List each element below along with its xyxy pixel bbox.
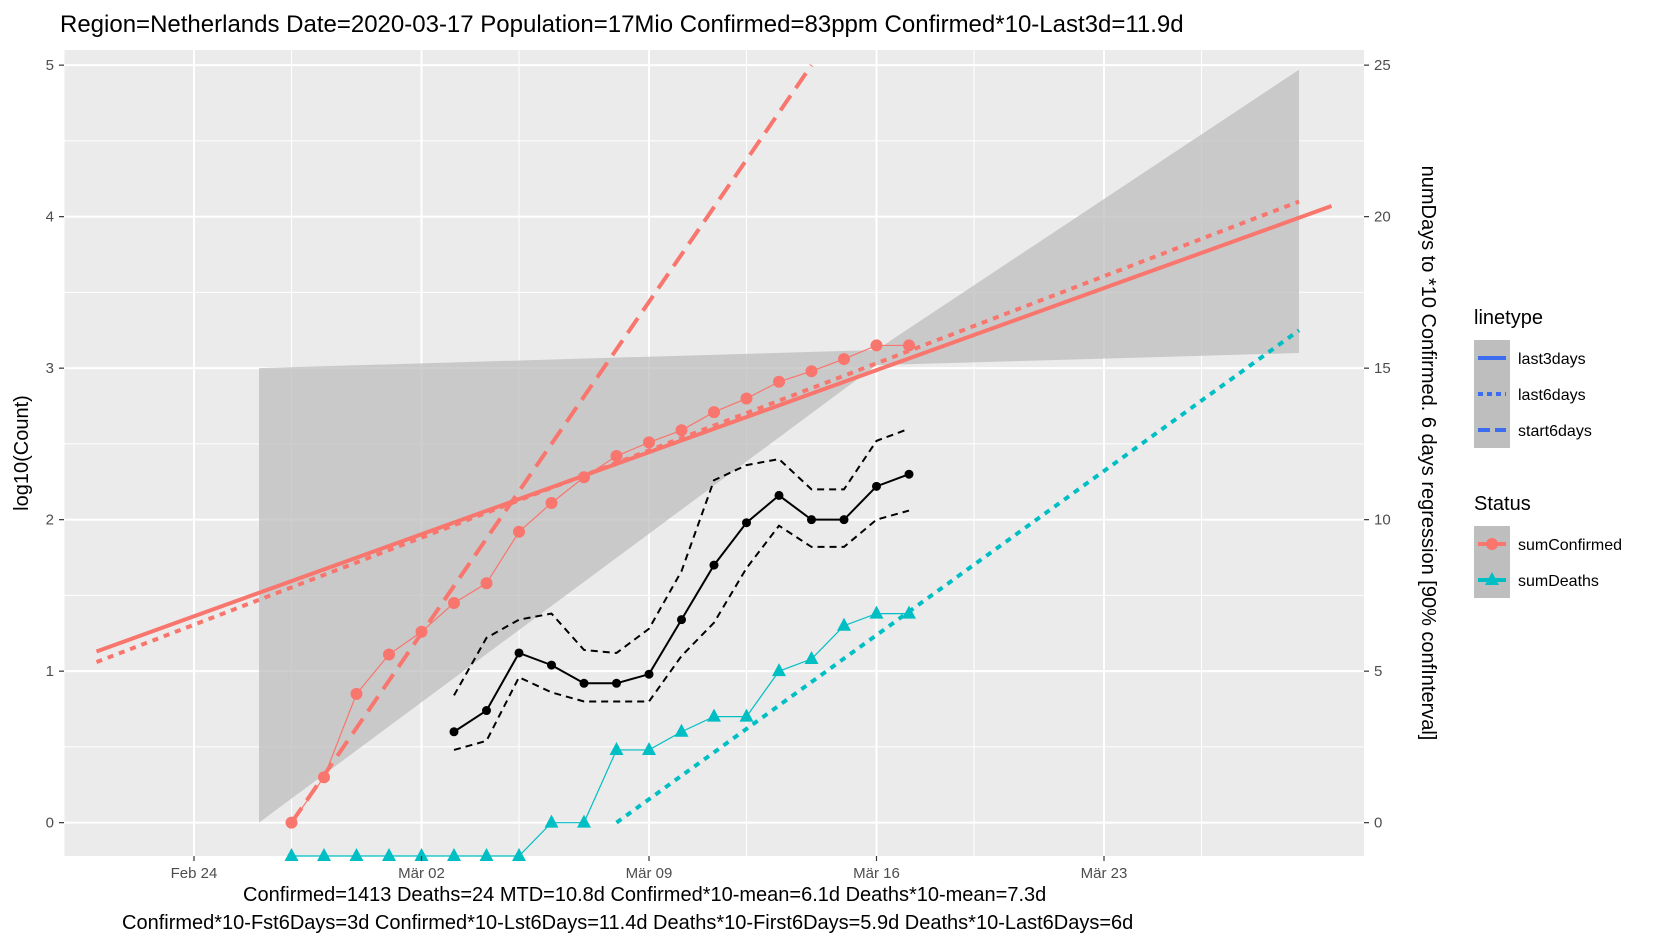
footer-stats-line-2: Confirmed*10-Fst6Days=3d Confirmed*10-Ls… [122, 912, 1133, 934]
x-tick-label: Mär 02 [398, 865, 445, 882]
sumconfirmed-point [448, 596, 460, 609]
sumconfirmed-point [285, 816, 298, 829]
y-tick-label: 5 [46, 57, 54, 74]
legend-label-last6days: last6days [1518, 387, 1586, 404]
legend-point-sumconfirmed [1486, 538, 1498, 550]
legend-title-linetype: linetype [1474, 307, 1543, 329]
sumdeaths-point [284, 848, 299, 861]
regression-start6days-confirmed [289, 64, 814, 824]
y2-tick-label: 0 [1374, 815, 1382, 832]
days-to-x10-point [677, 615, 686, 625]
x-tick-label: Mär 23 [1081, 865, 1128, 882]
sumdeaths-point [382, 848, 396, 861]
sumconfirmed-point [350, 687, 363, 700]
sumdeaths-point [447, 848, 461, 861]
y2-axis-label: numDays to *10 Confirmed. 6 days regress… [1417, 166, 1439, 741]
sumconfirmed-point [805, 365, 818, 378]
sumconfirmed-point [545, 496, 558, 509]
sumdeaths-line [291, 612, 909, 857]
axes-layer: 0 1 2 3 4 5 0 5 10 15 20 25 Feb 24 Mär 02 Mär 09 Mär 16… [46, 57, 1391, 882]
x-tick-label: Mär 09 [626, 865, 673, 882]
sumdeaths-point [902, 605, 916, 619]
sumdeaths-point [642, 741, 656, 755]
legend-title-status: Status [1474, 493, 1531, 515]
y2-tick-label: 10 [1374, 512, 1391, 529]
sumconfirmed-point [773, 375, 785, 388]
sumconfirmed-point [740, 392, 753, 405]
sumdeaths-point [804, 651, 819, 665]
regression-last6days-deaths [615, 328, 1301, 825]
sumdeaths-point [869, 605, 884, 619]
legend-label-sumconfirmed: sumConfirmed [1518, 537, 1622, 554]
days-to-x10-point [514, 648, 524, 658]
days-to-x10-point [807, 515, 816, 525]
sumdeaths-point [512, 848, 526, 861]
legend: linetype last3days last6days start6days … [1474, 307, 1622, 598]
days-to-x10-point [612, 678, 621, 688]
sumdeaths-point [772, 663, 786, 677]
days-to-x10-point [742, 518, 751, 528]
days-to-x10-point [774, 490, 784, 500]
y-tick-label: 0 [46, 815, 54, 832]
legend-label-sumdeaths: sumDeaths [1518, 573, 1599, 590]
days-to-x10-point [449, 727, 459, 737]
days-to-x10-point [579, 678, 589, 688]
sumdeaths-point [544, 814, 559, 828]
sumconfirmed-point [838, 353, 850, 366]
sumconfirmed-point [383, 648, 395, 661]
y-tick-label: 2 [46, 512, 54, 529]
y-axis-label: log10(Count) [11, 395, 33, 511]
sumconfirmed-point [480, 577, 493, 590]
sumconfirmed-point [643, 436, 655, 449]
sumdeaths-point [577, 814, 591, 828]
days-to-x10-point [839, 515, 849, 525]
sumdeaths-point [317, 848, 331, 861]
sumconfirmed-point [578, 471, 590, 484]
sumconfirmed-point [870, 339, 883, 352]
days-to-x10-point [709, 560, 719, 570]
y-tick-label: 1 [46, 663, 54, 680]
sumdeaths-point [707, 708, 721, 722]
confidence-ribbon [259, 69, 1299, 823]
x-tick-label: Mär 16 [853, 865, 900, 882]
footer-stats-line-1: Confirmed=1413 Deaths=24 MTD=10.8d Confi… [243, 884, 1046, 906]
chart-title: Region=Netherlands Date=2020-03-17 Popul… [60, 11, 1184, 38]
sumdeaths-point [674, 723, 689, 737]
series-layer [95, 64, 1333, 861]
sumdeaths-point [609, 741, 624, 755]
y2-tick-label: 25 [1374, 57, 1391, 74]
days-to-x10-bound-line [453, 509, 910, 751]
regression-last3days-confirmed [95, 204, 1333, 654]
legend-point-sumdeaths [1485, 572, 1499, 585]
sumconfirmed-point [708, 406, 720, 419]
sumdeaths-point [739, 708, 754, 722]
y-tick-label: 3 [46, 360, 54, 377]
legend-label-start6days: start6days [1518, 423, 1592, 440]
sumconfirmed-point [318, 771, 330, 784]
y-tick-label: 4 [46, 209, 54, 226]
ribbon-90pct-interval [259, 69, 1299, 823]
y2-tick-label: 5 [1374, 663, 1382, 680]
days-to-x10-point [482, 706, 491, 716]
days-to-x10-point [904, 469, 914, 479]
sumconfirmed-point [903, 339, 915, 352]
days-to-x10-point [872, 481, 881, 491]
x-tick-label: Feb 24 [171, 865, 218, 882]
y2-tick-label: 20 [1374, 209, 1391, 226]
sumdeaths-point [414, 848, 429, 861]
sumdeaths-point [349, 848, 364, 861]
regression-last6days-confirmed [95, 199, 1300, 664]
sumconfirmed-point [513, 525, 525, 538]
legend-label-last3days: last3days [1518, 351, 1586, 368]
sumconfirmed-point [415, 625, 428, 638]
days-to-x10-bound-line [453, 427, 910, 696]
y2-tick-label: 15 [1374, 360, 1391, 377]
sumdeaths-point [837, 617, 851, 631]
days-to-x10-point [547, 660, 556, 670]
sumdeaths-point [479, 848, 494, 861]
days-to-x10-point [644, 669, 654, 679]
sumconfirmed-point [675, 424, 688, 437]
sumconfirmed-point [610, 450, 623, 463]
